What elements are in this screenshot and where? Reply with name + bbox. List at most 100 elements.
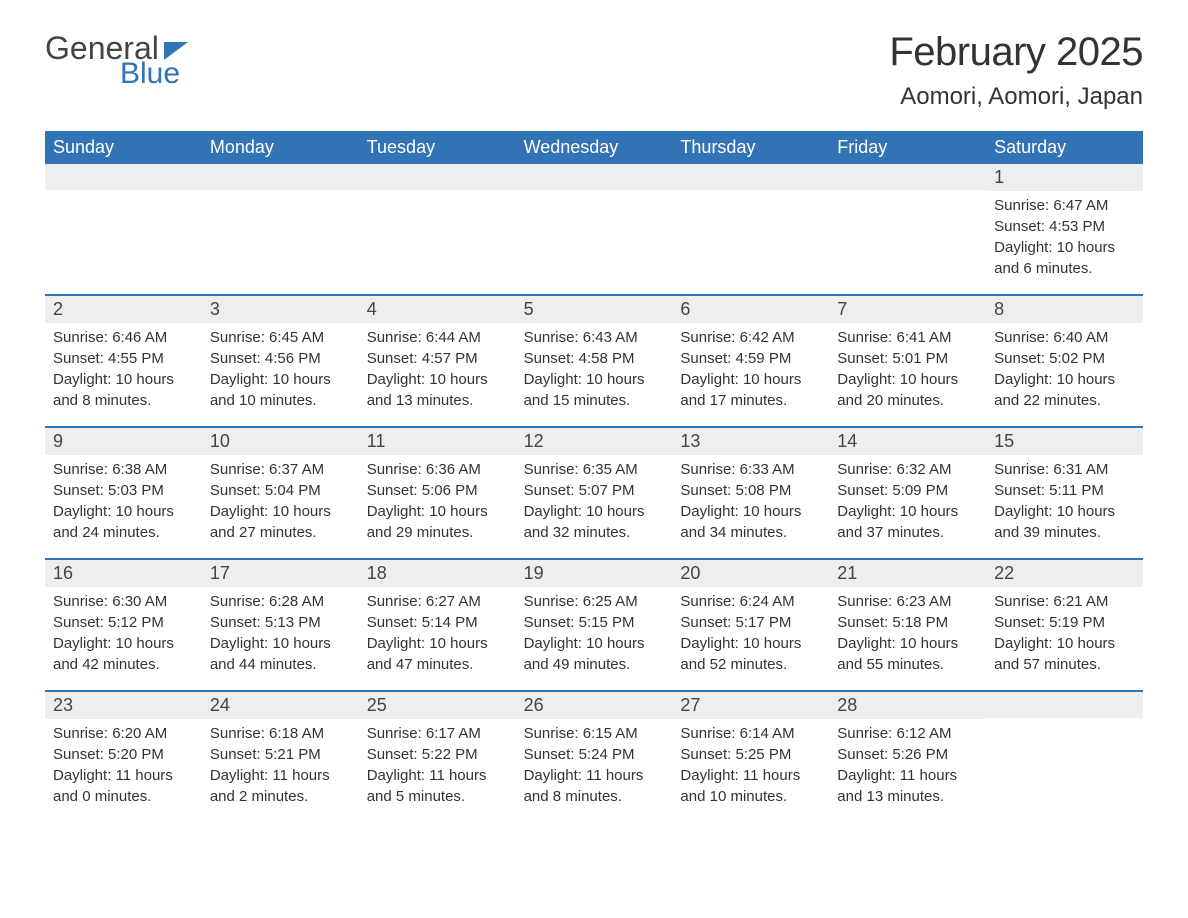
- sunrise-text: Sunrise: 6:23 AM: [837, 591, 978, 612]
- daylight-text: Daylight: 10 hours and 52 minutes.: [680, 633, 821, 675]
- day-number: 3: [202, 296, 359, 323]
- day-cell: [672, 164, 829, 294]
- daylight-text: Daylight: 10 hours and 13 minutes.: [367, 369, 508, 411]
- daylight-text: Daylight: 10 hours and 44 minutes.: [210, 633, 351, 675]
- day-cell: 22Sunrise: 6:21 AMSunset: 5:19 PMDayligh…: [986, 560, 1143, 690]
- empty-day-number: [516, 164, 673, 190]
- day-cell: 8Sunrise: 6:40 AMSunset: 5:02 PMDaylight…: [986, 296, 1143, 426]
- calendar-week: 23Sunrise: 6:20 AMSunset: 5:20 PMDayligh…: [45, 690, 1143, 822]
- sunrise-text: Sunrise: 6:12 AM: [837, 723, 978, 744]
- day-number: 6: [672, 296, 829, 323]
- day-content: Sunrise: 6:33 AMSunset: 5:08 PMDaylight:…: [672, 455, 829, 553]
- day-number: 18: [359, 560, 516, 587]
- sunrise-text: Sunrise: 6:36 AM: [367, 459, 508, 480]
- day-content: Sunrise: 6:32 AMSunset: 5:09 PMDaylight:…: [829, 455, 986, 553]
- sunrise-text: Sunrise: 6:27 AM: [367, 591, 508, 612]
- day-content: Sunrise: 6:41 AMSunset: 5:01 PMDaylight:…: [829, 323, 986, 421]
- day-content: Sunrise: 6:40 AMSunset: 5:02 PMDaylight:…: [986, 323, 1143, 421]
- sunset-text: Sunset: 4:58 PM: [524, 348, 665, 369]
- day-number: 5: [516, 296, 673, 323]
- sunset-text: Sunset: 4:56 PM: [210, 348, 351, 369]
- calendar-week: 16Sunrise: 6:30 AMSunset: 5:12 PMDayligh…: [45, 558, 1143, 690]
- sunrise-text: Sunrise: 6:25 AM: [524, 591, 665, 612]
- day-content: Sunrise: 6:45 AMSunset: 4:56 PMDaylight:…: [202, 323, 359, 421]
- empty-day-number: [45, 164, 202, 190]
- day-cell: 21Sunrise: 6:23 AMSunset: 5:18 PMDayligh…: [829, 560, 986, 690]
- sunrise-text: Sunrise: 6:37 AM: [210, 459, 351, 480]
- sunrise-text: Sunrise: 6:21 AM: [994, 591, 1135, 612]
- daylight-text: Daylight: 10 hours and 22 minutes.: [994, 369, 1135, 411]
- sunrise-text: Sunrise: 6:33 AM: [680, 459, 821, 480]
- day-number: 7: [829, 296, 986, 323]
- day-cell: [516, 164, 673, 294]
- day-number: 9: [45, 428, 202, 455]
- sunset-text: Sunset: 5:24 PM: [524, 744, 665, 765]
- daylight-text: Daylight: 10 hours and 24 minutes.: [53, 501, 194, 543]
- sunset-text: Sunset: 5:25 PM: [680, 744, 821, 765]
- day-number: 8: [986, 296, 1143, 323]
- sunrise-text: Sunrise: 6:35 AM: [524, 459, 665, 480]
- day-cell: 5Sunrise: 6:43 AMSunset: 4:58 PMDaylight…: [516, 296, 673, 426]
- day-number: 26: [516, 692, 673, 719]
- sunrise-text: Sunrise: 6:28 AM: [210, 591, 351, 612]
- sunrise-text: Sunrise: 6:46 AM: [53, 327, 194, 348]
- sunset-text: Sunset: 5:20 PM: [53, 744, 194, 765]
- sunset-text: Sunset: 5:09 PM: [837, 480, 978, 501]
- day-content: Sunrise: 6:37 AMSunset: 5:04 PMDaylight:…: [202, 455, 359, 553]
- day-cell: 19Sunrise: 6:25 AMSunset: 5:15 PMDayligh…: [516, 560, 673, 690]
- day-content: Sunrise: 6:18 AMSunset: 5:21 PMDaylight:…: [202, 719, 359, 817]
- day-content: Sunrise: 6:30 AMSunset: 5:12 PMDaylight:…: [45, 587, 202, 685]
- sunset-text: Sunset: 4:57 PM: [367, 348, 508, 369]
- sunrise-text: Sunrise: 6:40 AM: [994, 327, 1135, 348]
- daylight-text: Daylight: 10 hours and 15 minutes.: [524, 369, 665, 411]
- empty-day-number: [359, 164, 516, 190]
- sunset-text: Sunset: 5:12 PM: [53, 612, 194, 633]
- logo: General Blue: [45, 30, 188, 91]
- sunrise-text: Sunrise: 6:15 AM: [524, 723, 665, 744]
- day-cell: 20Sunrise: 6:24 AMSunset: 5:17 PMDayligh…: [672, 560, 829, 690]
- empty-day-number: [672, 164, 829, 190]
- calendar: SundayMondayTuesdayWednesdayThursdayFrid…: [45, 131, 1143, 822]
- day-number: 21: [829, 560, 986, 587]
- day-content: Sunrise: 6:47 AMSunset: 4:53 PMDaylight:…: [986, 191, 1143, 289]
- daylight-text: Daylight: 10 hours and 17 minutes.: [680, 369, 821, 411]
- day-content: Sunrise: 6:15 AMSunset: 5:24 PMDaylight:…: [516, 719, 673, 817]
- daylight-text: Daylight: 10 hours and 8 minutes.: [53, 369, 194, 411]
- sunrise-text: Sunrise: 6:20 AM: [53, 723, 194, 744]
- sunset-text: Sunset: 4:55 PM: [53, 348, 194, 369]
- day-cell: 27Sunrise: 6:14 AMSunset: 5:25 PMDayligh…: [672, 692, 829, 822]
- day-cell: 3Sunrise: 6:45 AMSunset: 4:56 PMDaylight…: [202, 296, 359, 426]
- calendar-week: 9Sunrise: 6:38 AMSunset: 5:03 PMDaylight…: [45, 426, 1143, 558]
- day-number: 20: [672, 560, 829, 587]
- daylight-text: Daylight: 10 hours and 57 minutes.: [994, 633, 1135, 675]
- sunset-text: Sunset: 5:22 PM: [367, 744, 508, 765]
- day-number: 25: [359, 692, 516, 719]
- day-number: 15: [986, 428, 1143, 455]
- day-cell: 9Sunrise: 6:38 AMSunset: 5:03 PMDaylight…: [45, 428, 202, 558]
- sunset-text: Sunset: 5:14 PM: [367, 612, 508, 633]
- daylight-text: Daylight: 10 hours and 27 minutes.: [210, 501, 351, 543]
- day-cell: 26Sunrise: 6:15 AMSunset: 5:24 PMDayligh…: [516, 692, 673, 822]
- day-number: 14: [829, 428, 986, 455]
- day-number: 2: [45, 296, 202, 323]
- day-cell: 17Sunrise: 6:28 AMSunset: 5:13 PMDayligh…: [202, 560, 359, 690]
- day-cell: [202, 164, 359, 294]
- day-number: 24: [202, 692, 359, 719]
- calendar-week: 1Sunrise: 6:47 AMSunset: 4:53 PMDaylight…: [45, 164, 1143, 294]
- daylight-text: Daylight: 10 hours and 42 minutes.: [53, 633, 194, 675]
- day-number: 4: [359, 296, 516, 323]
- daylight-text: Daylight: 10 hours and 34 minutes.: [680, 501, 821, 543]
- day-cell: [45, 164, 202, 294]
- day-content: Sunrise: 6:46 AMSunset: 4:55 PMDaylight:…: [45, 323, 202, 421]
- daylight-text: Daylight: 10 hours and 55 minutes.: [837, 633, 978, 675]
- daylight-text: Daylight: 11 hours and 13 minutes.: [837, 765, 978, 807]
- page-header: General Blue February 2025 Aomori, Aomor…: [45, 30, 1143, 111]
- day-cell: 28Sunrise: 6:12 AMSunset: 5:26 PMDayligh…: [829, 692, 986, 822]
- day-content: Sunrise: 6:24 AMSunset: 5:17 PMDaylight:…: [672, 587, 829, 685]
- day-number: 13: [672, 428, 829, 455]
- calendar-week: 2Sunrise: 6:46 AMSunset: 4:55 PMDaylight…: [45, 294, 1143, 426]
- daylight-text: Daylight: 10 hours and 10 minutes.: [210, 369, 351, 411]
- day-header: Monday: [202, 131, 359, 164]
- sunset-text: Sunset: 5:07 PM: [524, 480, 665, 501]
- sunset-text: Sunset: 5:15 PM: [524, 612, 665, 633]
